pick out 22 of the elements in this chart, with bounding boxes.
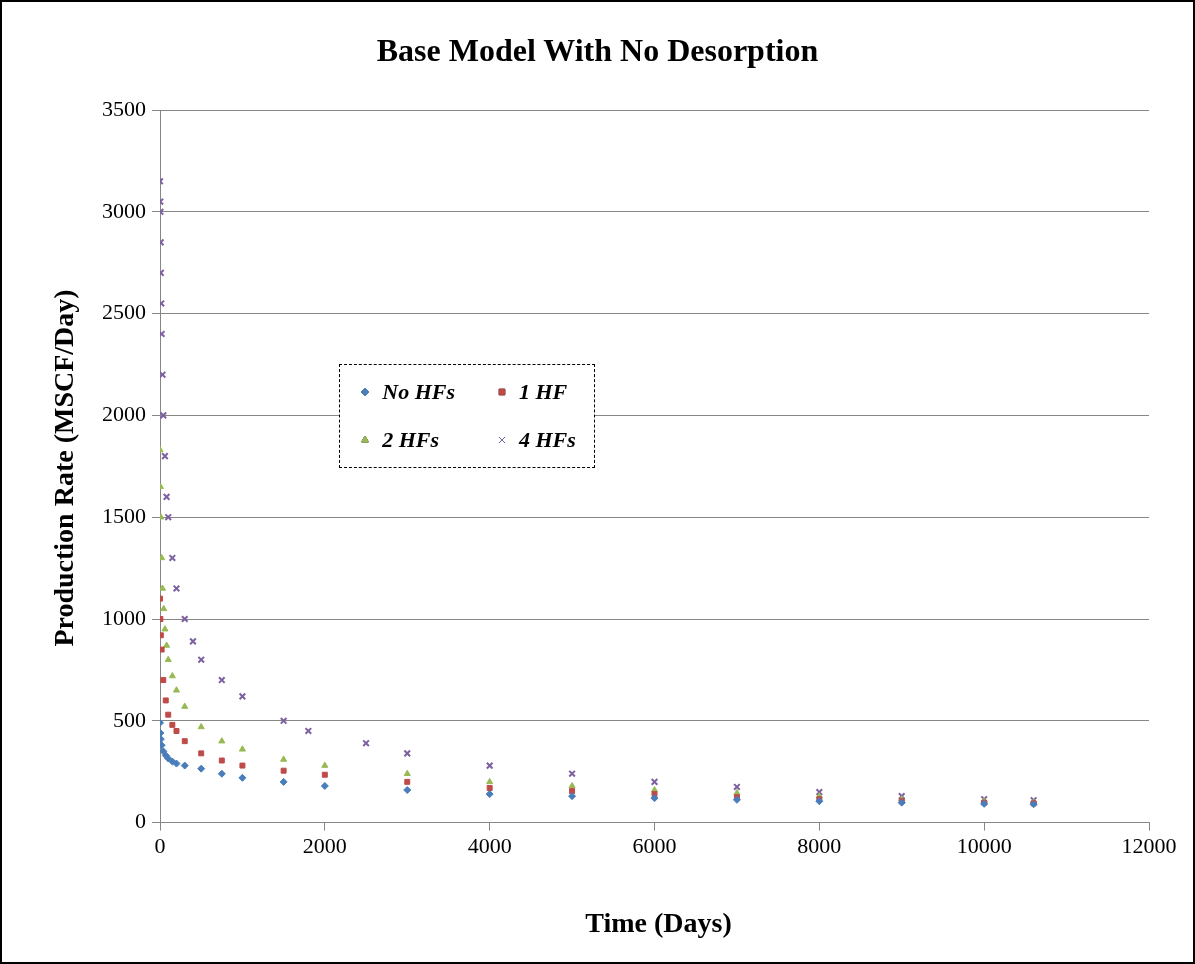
chart-title: Base Model With No Desorption [375, 32, 820, 69]
legend-label: 2 HFs [382, 427, 440, 454]
legend-label: 4 HFs [519, 427, 576, 454]
x-tick-label: 8000 [797, 832, 842, 858]
y-tick-label: 1000 [102, 604, 146, 630]
x-tick-label: 6000 [632, 832, 677, 858]
y-tick-label: 1500 [102, 502, 146, 528]
y-tick-label: 2500 [102, 299, 146, 325]
legend-label: No HFs [382, 379, 455, 406]
y-tick-label: 2000 [102, 401, 146, 427]
x-tick-label: 4000 [467, 832, 512, 858]
x-tick-label: 12000 [1121, 832, 1177, 858]
y-tick-label: 3000 [102, 197, 146, 223]
x-tick-label: 2000 [302, 832, 347, 858]
y-tick-label: 500 [113, 706, 146, 732]
y-tick-label: 3500 [102, 95, 146, 121]
y-axis-title: Production Rate (MSCF/Day) [48, 289, 80, 647]
legend-label: 1 HF [519, 379, 568, 406]
y-tick-label: 0 [135, 808, 146, 834]
x-tick-label: 10000 [956, 832, 1012, 858]
x-axis-title: Time (Days) [584, 907, 733, 939]
x-tick-label: 0 [154, 832, 166, 858]
